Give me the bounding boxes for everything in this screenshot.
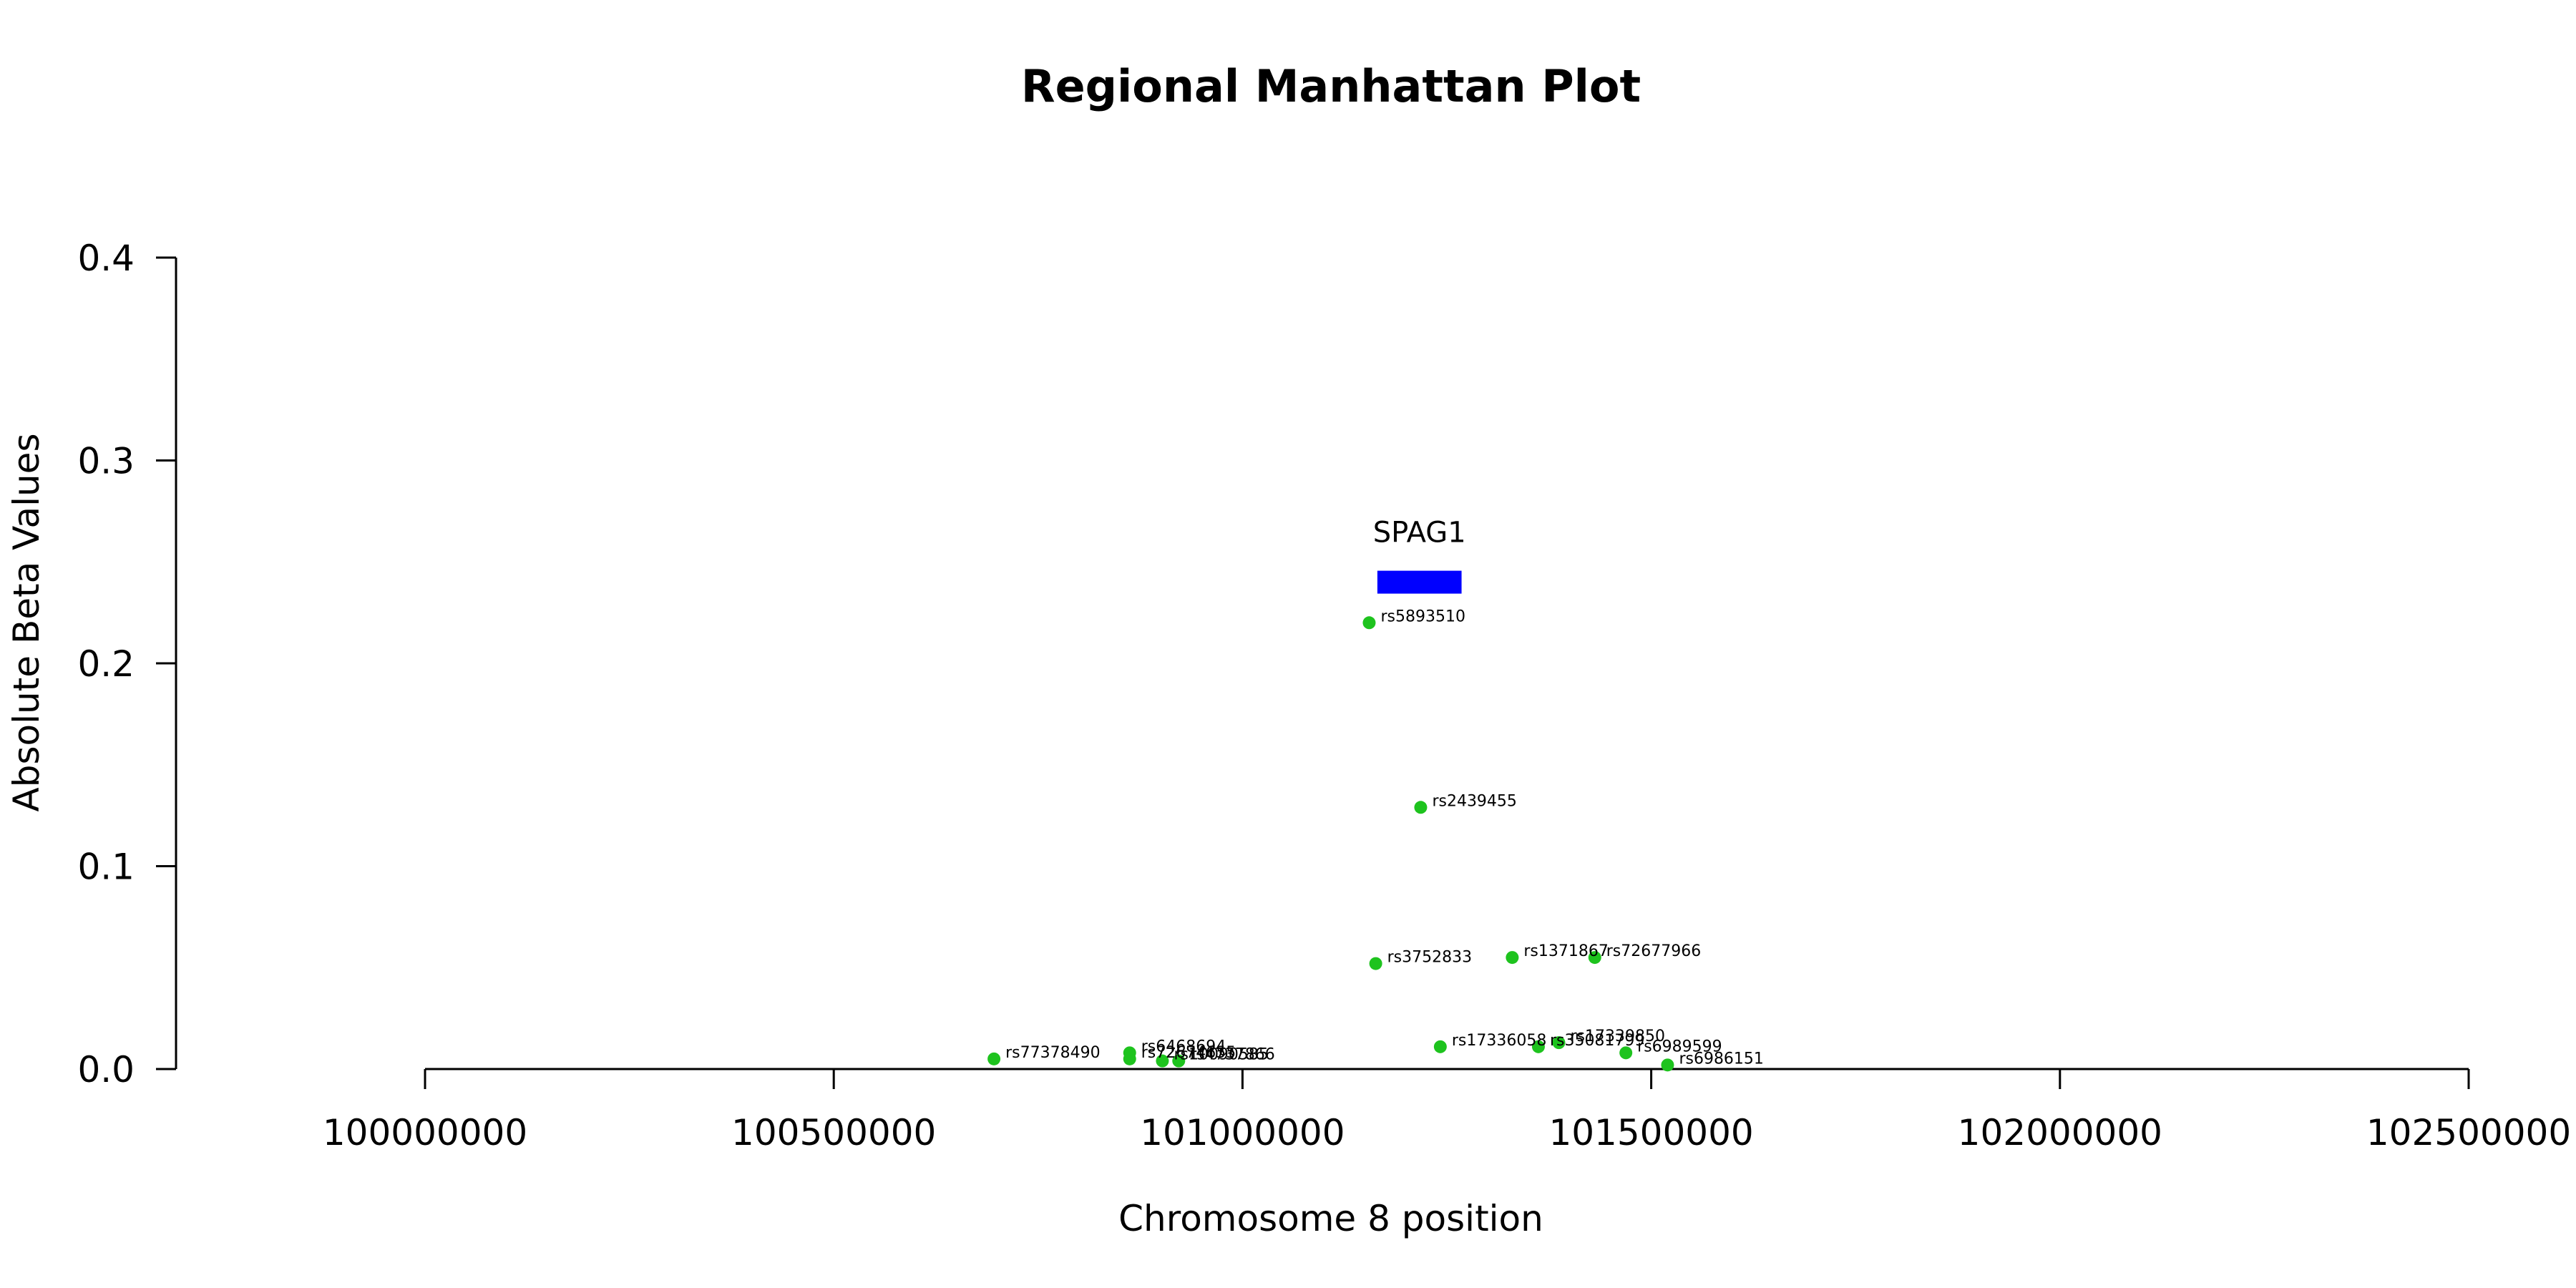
snp-label: rs17336058 bbox=[1452, 1032, 1546, 1050]
snp-label: rs4737866 bbox=[1190, 1046, 1275, 1064]
y-tick-label: 0.4 bbox=[77, 238, 135, 279]
x-tick-label: 100500000 bbox=[731, 1112, 936, 1153]
snp-label: rs17339850 bbox=[1571, 1028, 1665, 1045]
snp-point bbox=[1369, 957, 1382, 970]
snp-point bbox=[1172, 1054, 1186, 1068]
snp-points bbox=[987, 616, 1674, 1072]
x-axis-title: Chromosome 8 position bbox=[1118, 1198, 1543, 1239]
gene-bar bbox=[1377, 570, 1462, 594]
snp-label: rs6989599 bbox=[1637, 1038, 1722, 1055]
y-tick-label: 0.0 bbox=[77, 1049, 135, 1091]
snp-label: rs35081799 bbox=[1550, 1032, 1644, 1050]
snp-point bbox=[1433, 1040, 1447, 1053]
snp-point bbox=[1661, 1058, 1674, 1072]
snp-label: rs3752833 bbox=[1387, 949, 1473, 967]
snp-point bbox=[1123, 1052, 1136, 1065]
snp-label: rs77378490 bbox=[1005, 1044, 1100, 1062]
snp-point bbox=[1506, 951, 1519, 965]
y-tick-label: 0.2 bbox=[77, 643, 135, 685]
x-tick-label: 101500000 bbox=[1548, 1112, 1753, 1153]
snp-point bbox=[1362, 616, 1376, 630]
y-tick-label: 0.1 bbox=[77, 847, 135, 888]
x-tick-label: 101000000 bbox=[1140, 1112, 1345, 1153]
y-tick-label: 0.3 bbox=[77, 441, 135, 482]
snp-label: rs1371867 bbox=[1523, 942, 1609, 960]
x-tick-label: 100000000 bbox=[323, 1112, 527, 1153]
x-tick-label: 102000000 bbox=[1958, 1112, 2162, 1153]
y-axis: 0.0 0.1 0.2 0.3 0.4 bbox=[77, 238, 177, 1091]
gene-track: SPAG1 bbox=[1373, 517, 1466, 594]
snp-point bbox=[1156, 1054, 1169, 1068]
x-axis: 100000000 100500000 101000000 101500000 1020… bbox=[323, 1068, 2571, 1153]
snp-label: rs2439455 bbox=[1432, 792, 1517, 810]
snp-point bbox=[1552, 1036, 1566, 1050]
x-tick-label: 102500000 bbox=[2366, 1112, 2571, 1153]
snp-label: rs10090585 bbox=[1174, 1046, 1268, 1064]
snp-point bbox=[1531, 1040, 1545, 1053]
snp-point bbox=[1619, 1046, 1633, 1060]
snp-label: rs6468694 bbox=[1141, 1038, 1226, 1055]
snp-label: rs5893510 bbox=[1380, 608, 1465, 625]
chart-title: Regional Manhattan Plot bbox=[1021, 60, 1641, 112]
snp-label: rs72677966 bbox=[1606, 942, 1701, 960]
snp-label: rs6986151 bbox=[1679, 1050, 1764, 1068]
snp-point bbox=[987, 1052, 1001, 1065]
snp-label: rs72674655 bbox=[1141, 1044, 1236, 1062]
gene-label: SPAG1 bbox=[1373, 517, 1466, 550]
y-axis-title: Absolute Beta Values bbox=[6, 434, 47, 812]
snp-point bbox=[1588, 951, 1601, 965]
snp-point bbox=[1414, 801, 1428, 814]
